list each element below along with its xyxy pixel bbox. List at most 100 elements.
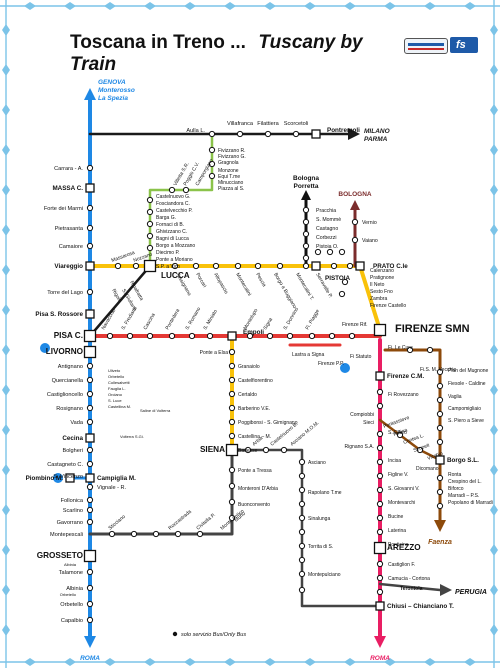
station-label: PRATO C.le [373, 263, 408, 270]
stop-dot [376, 574, 384, 582]
border-ornament [490, 624, 498, 636]
map-label: Pescia [254, 272, 267, 288]
stop-dot [192, 262, 200, 270]
stop-dot [86, 506, 94, 514]
map-label: Sesto Fno [370, 289, 393, 295]
border-ornament [490, 64, 498, 76]
station-box [83, 345, 97, 359]
station-label: LIVORNO [46, 347, 84, 356]
border-ornament [2, 24, 10, 36]
border-ornament [2, 584, 10, 596]
border-ornament [2, 144, 10, 156]
station-label: Follonica [61, 498, 84, 504]
map-label: Pian del Mugnone [448, 368, 489, 374]
stop-dot [406, 346, 414, 354]
map-label: Roccastrada [167, 509, 193, 532]
station-label: Talamone [59, 570, 83, 576]
stop-dot [376, 560, 384, 568]
stop-dot [436, 368, 444, 376]
map-label: Il Neto [370, 282, 385, 288]
fs-logo: fs [450, 37, 478, 53]
map-label: ROMA [370, 655, 390, 662]
border-ornament [490, 584, 498, 596]
stop-dot [228, 432, 236, 440]
border-ornament [490, 464, 498, 476]
stop-dot [86, 460, 94, 468]
station-label: MASSA C. [52, 185, 83, 192]
map-label: Rapolano T.me [308, 490, 342, 496]
stop-dot [436, 438, 444, 446]
map-label: Diecimo P. [156, 250, 180, 256]
map-label: Volterra S.Gi. [120, 434, 144, 439]
station-label: GROSSETO [37, 551, 84, 560]
station-box [143, 259, 157, 273]
border-ornament [2, 104, 10, 116]
station-box [225, 443, 239, 457]
map-label: Ponte a Moriano [156, 257, 193, 263]
stop-dot [86, 164, 94, 172]
station-label: Scorcetoli [284, 121, 309, 127]
arrow-genova [84, 88, 96, 100]
map-label: Pistoia O. [316, 244, 339, 250]
stop-dot [130, 530, 138, 538]
map-label: Laterina [388, 528, 406, 534]
stop-dot [86, 390, 94, 398]
station-box [85, 473, 95, 483]
stop-dot [262, 446, 270, 454]
map-label: Fi. Piagge [305, 308, 322, 331]
map-label: Cascina [143, 312, 157, 331]
station-label: Albinia [66, 586, 84, 592]
station-label: Forte dei Marmi [44, 206, 83, 212]
map-label: Barberino V.E. [238, 406, 270, 412]
info-marker-livorno [40, 343, 50, 353]
border-ornament [2, 344, 10, 356]
station-label: Pontremoli [327, 127, 360, 134]
stop-dot [376, 402, 384, 410]
station-box [85, 433, 95, 443]
stop-dot [86, 418, 94, 426]
station-label: Cecina [62, 435, 83, 442]
map-label: Montelupo [243, 308, 260, 331]
map-label: MILANO [364, 128, 390, 135]
stop-dot [86, 204, 94, 212]
map-label: Rigoli [110, 288, 121, 302]
map-label: GENOVA [98, 79, 126, 86]
station-box [83, 549, 97, 563]
map-label: PERUGIA [455, 589, 487, 596]
stop-dot [86, 518, 94, 526]
map-label: Massarosa [111, 250, 136, 264]
border-ornament [2, 224, 10, 236]
legend-bus-only: solo servizio Bus/Only Bus [181, 632, 246, 638]
legend-bus-dot [172, 631, 178, 637]
stop-dot [376, 500, 384, 508]
stop-dot [228, 404, 236, 412]
stop-dot [298, 570, 306, 578]
border-ornament [2, 304, 10, 316]
border-ornament [490, 304, 498, 316]
stop-dot [376, 472, 384, 480]
border-ornament [490, 344, 498, 356]
map-label: Fiesole - Caldine [448, 381, 486, 387]
stop-dot [302, 254, 310, 262]
map-label: Dicomano [416, 466, 439, 472]
stop-dot [86, 496, 94, 504]
stop-dot [376, 444, 384, 452]
map-label: S. Ellero [388, 430, 407, 436]
stop-dot [234, 262, 242, 270]
map-label: Firenze Rif. [342, 322, 368, 328]
map-label: Fivizzano G. [218, 154, 246, 160]
station-label: Capalbio [61, 618, 83, 624]
station-label: PISTOIA [325, 275, 351, 282]
stop-dot [292, 130, 300, 138]
map-label: Orbetello [108, 374, 125, 379]
stop-dot [228, 466, 236, 474]
border-ornament [2, 184, 10, 196]
map-label: S. Luce [108, 398, 122, 403]
map-label: Porretta [294, 183, 319, 190]
station-label: SIENA [200, 445, 225, 454]
station-box [65, 473, 75, 483]
map-label: Montevarchi [388, 500, 415, 506]
station-label: Montepescali [50, 532, 83, 538]
stop-dot [426, 346, 434, 354]
stop-dot [280, 446, 288, 454]
